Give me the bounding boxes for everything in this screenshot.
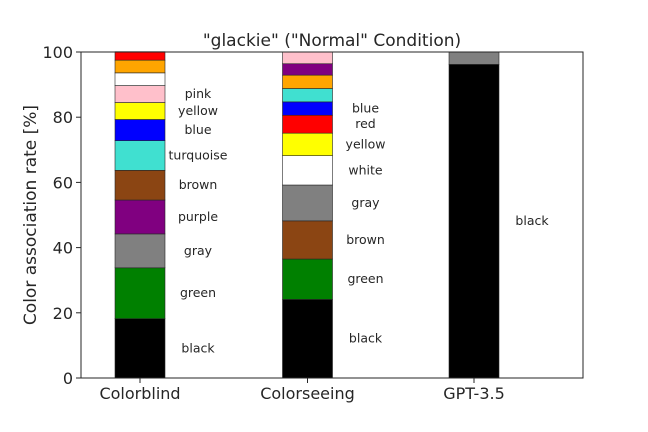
chart-title: "glackie" ("Normal" Condition): [203, 31, 461, 51]
y-tick-label: 100: [42, 43, 73, 62]
bar-segment-green: [282, 258, 333, 300]
bar-segment-pink: [282, 51, 333, 65]
bar-segment-red: [114, 51, 166, 61]
bar-segment-black: [448, 64, 500, 379]
y-axis-label: Color association rate [%]: [21, 105, 41, 325]
segment-label-black: black: [181, 340, 215, 355]
segment-label-gray: gray: [184, 243, 213, 258]
x-tick-label: GPT-3.5: [443, 384, 505, 403]
x-tick-label: Colorblind: [99, 384, 180, 403]
bar-segment-purple: [282, 63, 333, 76]
segment-label-white: white: [348, 162, 383, 177]
segment-label-blue: blue: [352, 101, 379, 116]
segment-label-green: green: [347, 271, 383, 286]
y-tick-label: 0: [63, 369, 73, 388]
segment-label-blue: blue: [184, 122, 211, 137]
bar-segment-gray: [448, 51, 500, 65]
segment-label-purple: purple: [178, 209, 218, 224]
y-tick-label: 80: [53, 108, 73, 127]
bar-segment-brown: [114, 170, 166, 201]
segment-label-green: green: [180, 285, 216, 300]
bar-colorblind: [114, 51, 166, 379]
x-tick-label: Colorseeing: [260, 384, 355, 403]
bar-segment-turquoise: [114, 140, 166, 171]
bar-segment-black: [282, 299, 333, 379]
segment-label-black: black: [349, 331, 383, 346]
bar-segment-pink: [114, 85, 166, 103]
segment-label-yellow: yellow: [178, 103, 218, 118]
segment-label-yellow: yellow: [346, 136, 386, 151]
axes-layer: 0 20 40 60 80 100 Colorblind Colorseeing GPT-3.5: [42, 43, 504, 403]
y-tick-label: 40: [53, 239, 73, 258]
bar-segment-blue: [282, 101, 333, 116]
bar-segment-orange: [114, 59, 166, 74]
segment-label-pink: pink: [185, 86, 212, 101]
segment-label-red: red: [355, 116, 376, 131]
bar-segment-blue: [114, 119, 166, 141]
bar-segment-black: [114, 318, 166, 379]
bar-segment-purple: [114, 199, 166, 235]
bar-segment-red: [282, 114, 333, 134]
bar-segment-brown: [282, 220, 333, 260]
bars-layer: [114, 51, 500, 379]
y-tick-label: 60: [53, 173, 73, 192]
segment-label-brown: brown: [346, 232, 385, 247]
y-tick-label: 20: [53, 304, 73, 323]
bar-segment-green: [114, 267, 166, 319]
segment-label-black: black: [515, 213, 549, 228]
plot-frame: [80, 51, 584, 379]
bar-segment-turquoise: [282, 88, 333, 103]
bar-colorseeing: [282, 51, 333, 379]
bar-gpt-3-5: [448, 51, 500, 379]
bar-segment-white: [282, 155, 333, 186]
bar-segment-yellow: [282, 132, 333, 156]
segment-label-gray: gray: [351, 195, 380, 210]
segment-label-turquoise: turquoise: [169, 148, 228, 163]
bar-segment-yellow: [114, 102, 166, 120]
bar-segment-gray: [282, 184, 333, 222]
segment-label-brown: brown: [179, 177, 218, 192]
segment-labels-layer: black green gray purple brown turquoise blue ye…: [169, 86, 550, 355]
bar-segment-white: [114, 72, 166, 86]
bar-segment-gray: [114, 233, 166, 269]
bar-segment-orange: [282, 74, 333, 89]
